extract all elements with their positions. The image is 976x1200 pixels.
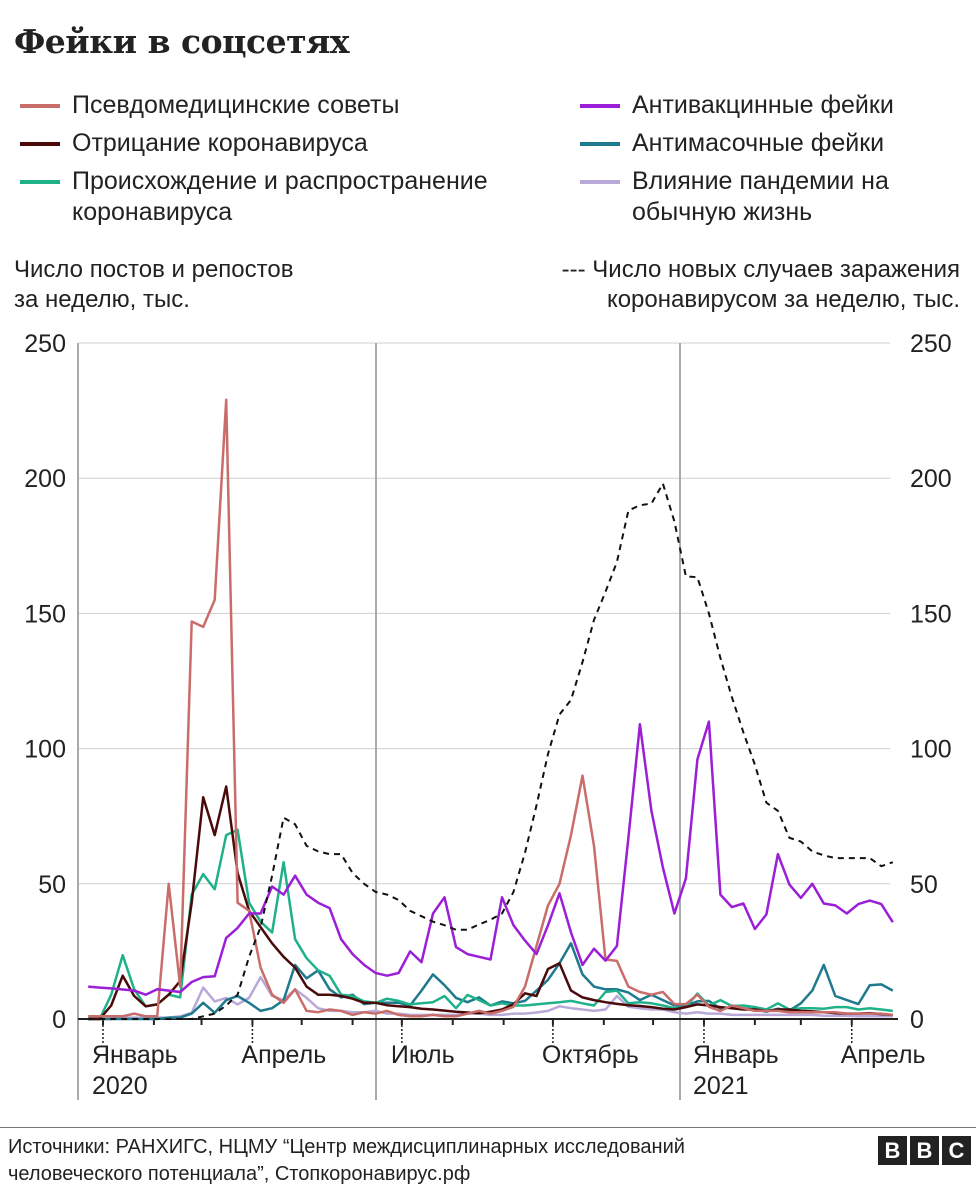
- legend-swatch: [20, 180, 60, 184]
- legend-swatch: [580, 104, 620, 108]
- y-tick-label-left: 0: [52, 1006, 66, 1034]
- y-tick-label-left: 200: [24, 465, 66, 493]
- y-tick-label-right: 100: [910, 736, 952, 764]
- y-tick-label-right: 250: [910, 330, 952, 358]
- source-line: человеческого потенциала”, Стопкоронавир…: [8, 1163, 471, 1185]
- y-tick-label-left: 150: [24, 600, 66, 628]
- source-line: Источники: РАНХИГС, НЦМУ “Центр междисци…: [8, 1136, 685, 1158]
- y-tick-label-right: 0: [910, 1006, 924, 1034]
- legend-label: Антивакцинные фейки: [632, 91, 894, 119]
- left-axis-note: Число постов и репостов за неделю, тыс.: [14, 255, 293, 315]
- series-line-5: [88, 975, 893, 1021]
- legend-swatch: [20, 104, 60, 108]
- series-line-0: [88, 398, 893, 1018]
- legend-label: Антимасочные фейки: [632, 129, 885, 157]
- legend-label: Отрицание коронавируса: [72, 129, 368, 157]
- x-tick-year-label: 2021: [693, 1072, 749, 1100]
- chart-title: Фейки в соцсетях: [14, 22, 350, 61]
- x-tick-label: Апрель: [841, 1041, 926, 1069]
- x-tick-label: Октябрь: [542, 1041, 639, 1069]
- y-tick-label-left: 100: [24, 736, 66, 764]
- right-axis-note-line: --- Число новых случаев заражения: [561, 256, 960, 283]
- y-tick-label-right: 150: [910, 600, 952, 628]
- x-tick-label: Январь: [92, 1041, 178, 1069]
- legend-swatch: [580, 142, 620, 146]
- y-tick-label-left: 250: [24, 330, 66, 358]
- x-tick-label: Апрель: [241, 1041, 326, 1069]
- x-tick-label: Июль: [391, 1041, 455, 1069]
- series-line-2: [88, 828, 893, 1021]
- legend-swatch: [20, 142, 60, 146]
- y-tick-label-left: 50: [38, 871, 66, 899]
- right-axis-note: --- Число новых случаев заражения корона…: [562, 255, 960, 315]
- source-note: Источники: РАНХИГС, НЦМУ “Центр междисци…: [8, 1134, 685, 1188]
- left-axis-note-line: Число постов и репостов: [14, 256, 294, 283]
- series-line-3: [88, 720, 894, 996]
- y-tick-label-right: 200: [910, 465, 952, 493]
- legend-label: Происхождение и распространение коронави…: [72, 167, 488, 226]
- legend-swatch: [580, 180, 620, 184]
- x-tick-label: Январь: [693, 1041, 779, 1069]
- y-tick-label-right: 50: [910, 871, 938, 899]
- x-tick-year-label: 2020: [92, 1072, 148, 1100]
- left-axis-note-line: за неделю, тыс.: [14, 286, 190, 313]
- series-line-1: [88, 785, 893, 1021]
- legend-label: Псевдомедицинские советы: [72, 91, 400, 119]
- footer-divider: [0, 1127, 976, 1128]
- right-axis-note-line: коронавирусом за неделю, тыс.: [606, 286, 960, 313]
- legend-label: Влияние пандемии на обычную жизнь: [632, 167, 889, 226]
- series-line-6: [88, 482, 894, 1020]
